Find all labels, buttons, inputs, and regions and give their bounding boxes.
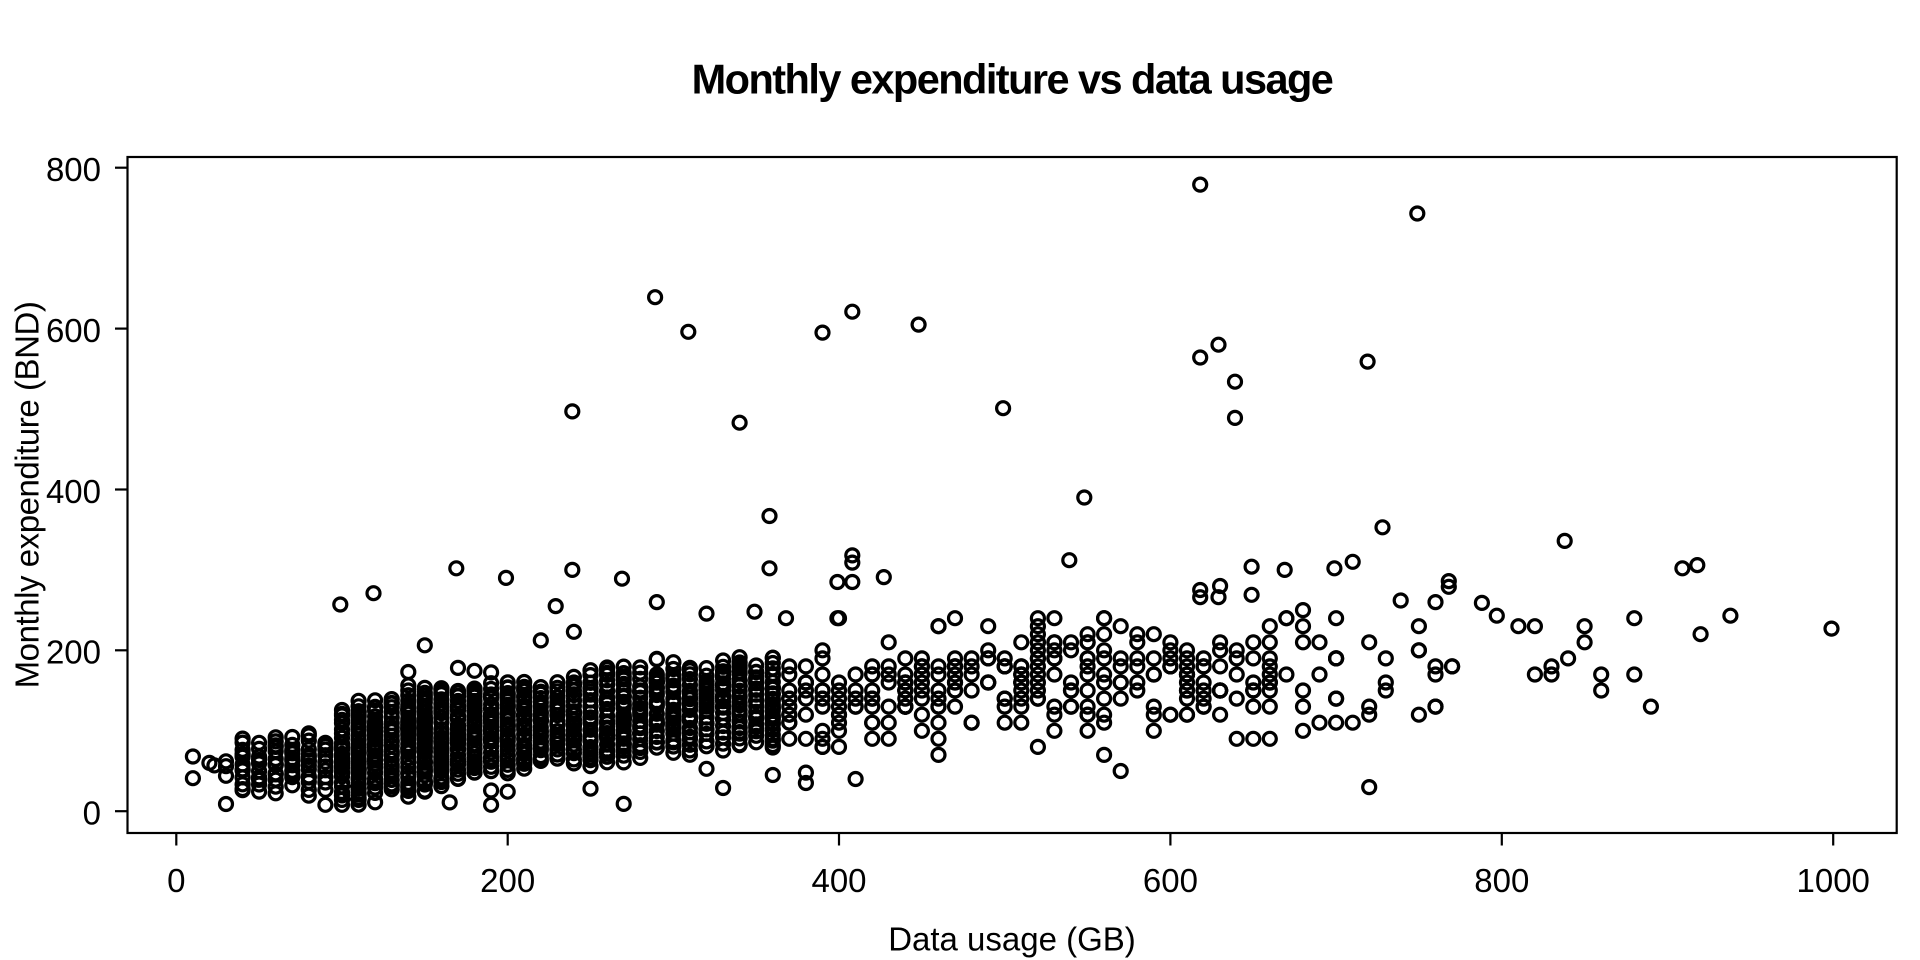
svg-text:Data usage (GB): Data usage (GB) <box>888 921 1136 958</box>
svg-text:1000: 1000 <box>1796 862 1869 899</box>
svg-text:800: 800 <box>46 151 101 188</box>
svg-text:600: 600 <box>1143 862 1198 899</box>
svg-text:Monthly expenditure vs data us: Monthly expenditure vs data usage <box>692 56 1333 103</box>
svg-text:400: 400 <box>46 473 101 510</box>
svg-text:Monthly expenditure (BND): Monthly expenditure (BND) <box>9 302 46 689</box>
svg-text:200: 200 <box>46 634 101 671</box>
svg-text:200: 200 <box>480 862 535 899</box>
svg-text:600: 600 <box>46 312 101 349</box>
svg-text:0: 0 <box>167 862 185 899</box>
svg-text:0: 0 <box>83 795 101 832</box>
svg-text:800: 800 <box>1474 862 1529 899</box>
svg-text:400: 400 <box>811 862 866 899</box>
